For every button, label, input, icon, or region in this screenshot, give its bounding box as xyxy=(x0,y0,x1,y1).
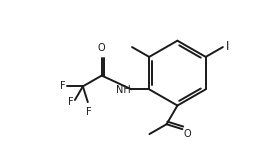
Text: I: I xyxy=(226,40,229,53)
Text: O: O xyxy=(183,129,191,139)
Text: F: F xyxy=(86,107,92,117)
Text: NH: NH xyxy=(116,85,130,95)
Text: F: F xyxy=(60,81,66,91)
Text: O: O xyxy=(98,43,105,53)
Text: F: F xyxy=(68,97,74,107)
